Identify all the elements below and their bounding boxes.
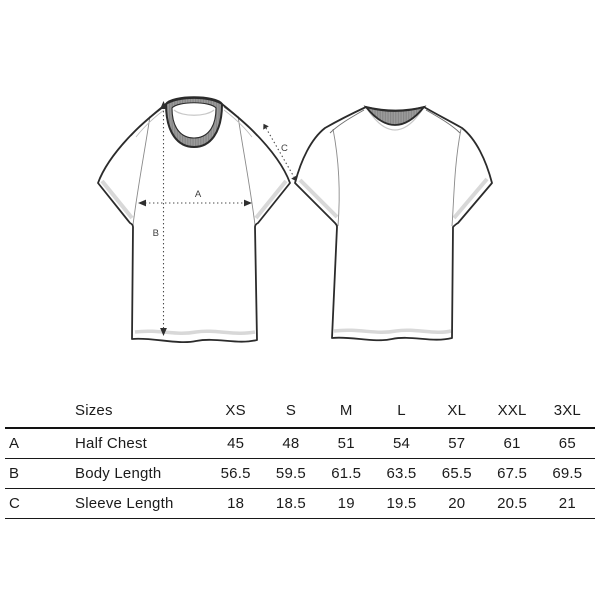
front-right-shoulder-seam-2 <box>223 109 253 138</box>
size-col-header-xs: XS <box>225 402 246 419</box>
cell-value: 59.5 <box>275 465 306 482</box>
c-top-arrow <box>263 123 269 130</box>
back-shirt-outline <box>294 106 493 342</box>
cell-value: 45 <box>227 435 245 452</box>
cell-value: 69.5 <box>552 465 583 482</box>
table-row-half-chest: A Half Chest 45 48 51 54 57 61 65 <box>5 429 595 459</box>
front-right-cuff-stitch <box>254 179 288 220</box>
row-label: Body Length <box>75 465 162 482</box>
front-shirt-outline <box>97 97 291 344</box>
a-label: A <box>195 189 202 200</box>
front-right-armhole-seam <box>237 115 256 226</box>
size-col-header-m: M <box>339 402 353 419</box>
shirt-outlines <box>97 97 493 344</box>
b-label: B <box>153 228 159 239</box>
back-right-cuff-stitch <box>452 177 489 220</box>
back-left-cuff-stitch <box>298 178 339 219</box>
row-letter: A <box>9 435 20 452</box>
measure-line-b: B <box>153 101 167 336</box>
shirt-fills <box>98 98 492 343</box>
back-right-shoulder-seam <box>425 109 461 134</box>
row-letter: B <box>9 465 20 482</box>
size-col-header-l: L <box>397 402 406 419</box>
row-label: Half Chest <box>75 435 148 452</box>
measure-line-a: A <box>138 189 252 207</box>
cell-value: 21 <box>558 495 576 512</box>
row-letter: C <box>9 495 21 512</box>
cell-value: 56.5 <box>220 465 251 482</box>
c-bottom-arrow <box>291 175 297 182</box>
a-right-arrow <box>244 199 252 207</box>
table-row-body-length: B Body Length 56.5 59.5 61.5 63.5 65.5 6… <box>5 459 595 489</box>
table-header-row: Sizes XS S M L XL XXL 3XL <box>5 394 595 429</box>
row-label: Sleeve Length <box>75 495 174 512</box>
front-hem-stitch <box>134 329 256 336</box>
cell-value: 18 <box>227 495 245 512</box>
cell-value: 54 <box>392 435 411 452</box>
cell-value: 18.5 <box>275 495 306 512</box>
cell-value: 61.5 <box>331 465 362 482</box>
cell-value: 63.5 <box>386 465 417 482</box>
a-left-arrow <box>138 199 146 207</box>
cell-value: 51 <box>337 435 355 452</box>
cell-value: 61 <box>503 435 521 452</box>
back-hem-stitch <box>333 328 452 335</box>
cell-value: 19.5 <box>386 495 417 512</box>
measure-line-c: C <box>263 123 297 182</box>
front-left-shoulder-seam-2 <box>135 109 165 138</box>
size-col-header-xxl: XXL <box>497 402 527 419</box>
b-top-arrow <box>160 101 167 109</box>
cell-value: 48 <box>282 435 300 452</box>
b-bottom-arrow <box>160 328 167 336</box>
cell-value: 20 <box>448 495 466 512</box>
back-left-armhole-seam <box>332 128 340 227</box>
back-left-shoulder-seam <box>329 109 365 134</box>
cell-value: 19 <box>337 495 355 512</box>
cell-value: 65.5 <box>441 465 472 482</box>
header-sizes-label: Sizes <box>75 402 113 419</box>
cell-value: 57 <box>448 435 466 452</box>
size-col-header-s: S <box>285 402 297 419</box>
size-col-header-3xl: 3XL <box>553 402 581 419</box>
front-back-neck-stitch <box>173 109 215 116</box>
cell-value: 20.5 <box>497 495 528 512</box>
cell-value: 65 <box>558 435 576 452</box>
size-col-header-xl: XL <box>447 402 467 419</box>
cell-value: 67.5 <box>497 465 528 482</box>
front-collar-band <box>166 97 222 147</box>
table-row-sleeve-length: C Sleeve Length 18 18.5 19 19.5 20 20.5 … <box>5 489 595 519</box>
front-left-cuff-stitch <box>100 179 134 220</box>
size-table: Sizes XS S M L XL XXL 3XL A Half Chest 4… <box>5 394 595 519</box>
back-neck-stitch <box>367 109 423 131</box>
back-right-armhole-seam <box>451 128 462 227</box>
tshirt-size-diagram: A B C <box>97 96 493 344</box>
front-collar-inner-line <box>171 102 217 139</box>
front-left-armhole-seam <box>132 115 151 226</box>
c-label: C <box>281 143 288 154</box>
